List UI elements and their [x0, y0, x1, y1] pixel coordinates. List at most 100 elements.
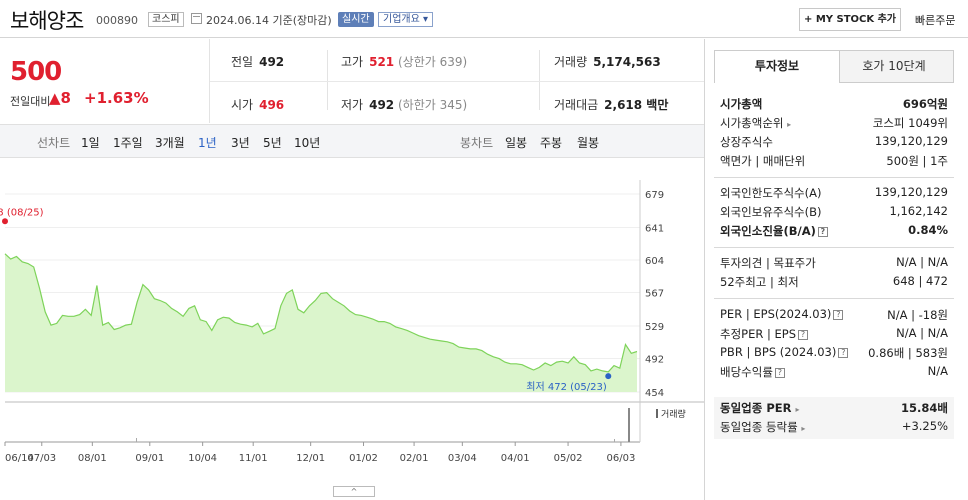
tab-period-1w[interactable]: 1주일 — [113, 136, 143, 150]
foreign-ratio-row: 외국인소진율(B/A)? 0.84% — [720, 223, 954, 241]
foreign-ratio-text: 외국인소진율(B/A) — [720, 224, 816, 238]
help-icon[interactable]: ? — [838, 347, 849, 358]
est-per-text: 추정PER | EPS — [720, 327, 797, 341]
y-tick-label: 492 — [645, 355, 664, 366]
opinion-row: 투자의견 | 목표주가 N/A | N/A — [720, 255, 954, 273]
chart-collapse-handle[interactable]: ^ — [333, 486, 375, 497]
tab-invest-info[interactable]: 투자정보 — [714, 50, 840, 83]
tab-period-3y[interactable]: 3년 — [231, 136, 250, 150]
tab-period-10y[interactable]: 10년 — [294, 136, 321, 150]
y-tick-label: 604 — [645, 256, 664, 267]
realtime-button[interactable]: 실시간 — [338, 12, 374, 27]
low-label: 저가 — [341, 98, 364, 112]
est-per-label: 추정PER | EPS? — [720, 326, 809, 342]
divider — [210, 81, 704, 82]
sector-change-label[interactable]: 동일업종 등락률 ▸ — [720, 419, 805, 435]
x-tick-label: 03/04 — [448, 453, 477, 464]
line-chart-label: 선차트 — [37, 136, 71, 150]
foreign-hold-row: 외국인보유주식수(B) 1,162,142 — [720, 204, 954, 222]
market-cap-rank-row: 시가총액순위 ▸ 코스피 1049위 — [720, 115, 954, 133]
y-tick-label: 641 — [645, 223, 664, 234]
divider — [539, 50, 540, 110]
quick-order-button[interactable]: 빠른주문 — [915, 14, 956, 27]
tab-daily-candle[interactable]: 일봉 — [505, 136, 528, 150]
investment-info-panel: 호가 10단계 투자정보 시가총액 696억원 시가총액순위 ▸ 코스피 1049위… — [706, 39, 968, 500]
low-price: 저가 492 (하한가 345) — [341, 96, 467, 113]
tab-monthly-candle[interactable]: 월봉 — [577, 136, 600, 150]
pbr-label: PBR | BPS (2024.03)? — [720, 345, 849, 359]
volume-bar — [136, 438, 137, 442]
stock-code: 000890 — [96, 14, 138, 27]
help-icon[interactable]: ? — [798, 329, 809, 340]
price-change: ▲8 — [49, 89, 71, 107]
week52-value: 648 | 472 — [892, 274, 948, 288]
pbr-row: PBR | BPS (2024.03)? 0.86배 | 583원 — [720, 345, 954, 363]
x-tick-label: 08/01 — [78, 453, 107, 464]
per-label: PER | EPS(2024.03)? — [720, 307, 844, 321]
help-icon[interactable]: ? — [833, 309, 844, 320]
tab-orderbook[interactable]: 호가 10단계 — [834, 50, 954, 83]
add-my-stock-button[interactable]: + MY STOCK 추가 — [799, 8, 901, 31]
divider — [714, 177, 954, 178]
foreign-limit-label: 외국인한도주식수(A) — [720, 186, 822, 200]
help-icon[interactable]: ? — [774, 367, 785, 378]
per-value: N/A | -18원 — [887, 308, 948, 322]
sector-change-row: 동일업종 등락률 ▸ +3.25% — [720, 419, 954, 437]
tab-period-1y[interactable]: 1년 — [198, 136, 217, 150]
arrow-right-icon: ▸ — [787, 120, 792, 129]
tab-period-3m[interactable]: 3개월 — [155, 136, 185, 150]
volume-legend-icon — [656, 409, 658, 418]
market-cap-row: 시가총액 696억원 — [720, 96, 954, 114]
current-price-box: 500 전일대비 ▲8 +1.63% — [0, 39, 210, 123]
price-area — [5, 253, 637, 392]
overview-label: 기업개요 — [383, 14, 420, 25]
high-value: 521 — [369, 55, 395, 69]
chevron-up-icon: ^ — [350, 487, 358, 496]
foreign-ratio-value: 0.84% — [908, 223, 948, 237]
divider — [714, 298, 954, 299]
current-price: 500 — [10, 57, 62, 87]
company-overview-dropdown[interactable]: 기업개요 ▾ — [378, 12, 434, 27]
volume-label: 거래량 — [554, 55, 588, 69]
week52-row: 52주최고 | 최저 648 | 472 — [720, 274, 954, 292]
market-cap-rank-value: 코스피 1049위 — [872, 116, 948, 130]
open-label: 시가 — [231, 98, 254, 112]
est-per-row: 추정PER | EPS? N/A | N/A — [720, 326, 954, 344]
base-date: 2024.06.14 기준(장마감) — [206, 14, 332, 27]
sector-change-text: 동일업종 등락률 — [720, 420, 798, 434]
high-price: 고가 521 (상한가 639) — [341, 53, 467, 70]
sector-info-box — [714, 397, 954, 439]
foreign-ratio-label: 외국인소진율(B/A)? — [720, 223, 828, 239]
min-annotation: 최저 472 (05/23) — [526, 381, 607, 393]
x-tick-label: 06/03 — [606, 453, 635, 464]
open-value: 496 — [259, 98, 285, 112]
arrow-right-icon: ▸ — [795, 405, 800, 414]
tab-period-1d[interactable]: 1일 — [81, 136, 100, 150]
x-tick-label: 12/01 — [296, 453, 325, 464]
tab-weekly-candle[interactable]: 주봉 — [540, 136, 563, 150]
low-value: 492 — [369, 98, 395, 112]
max-point — [2, 218, 8, 225]
x-tick-label: 10/04 — [188, 453, 217, 464]
foreign-limit-row: 외국인한도주식수(A) 139,120,129 — [720, 185, 954, 203]
market-cap-rank-label[interactable]: 시가총액순위 ▸ — [720, 115, 791, 131]
amount-label: 거래대금 — [554, 98, 599, 112]
x-tick-label: 04/01 — [501, 453, 530, 464]
pbr-text: PBR | BPS (2024.03) — [720, 345, 837, 359]
price-chart[interactable]: 679 641 604 567 529 492 454 최고 648 (08/25) 최저 … — [0, 180, 704, 486]
prev-close-value: 492 — [259, 55, 285, 69]
market-cap-value: 696억원 — [902, 97, 948, 111]
company-name: 보해양조 — [10, 9, 84, 33]
tab-period-5y[interactable]: 5년 — [263, 136, 282, 150]
sector-per-text: 동일업종 PER — [720, 401, 792, 415]
sector-per-label[interactable]: 동일업종 PER ▸ — [720, 400, 800, 416]
chart-tab-bar: 선차트 1일 1주일 3개월 1년 3년 5년 10년 봉차트 일봉 주봉 월봉 — [0, 124, 704, 158]
help-icon[interactable]: ? — [817, 226, 828, 237]
change-label: 전일대비 — [10, 95, 51, 108]
dividend-text: 배당수익률 — [720, 365, 773, 379]
lower-limit: (하한가 345) — [397, 98, 468, 112]
sector-per-row: 동일업종 PER ▸ 15.84배 — [720, 400, 954, 418]
pbr-value: 0.86배 | 583원 — [868, 346, 948, 360]
face-row: 액면가 | 매매단위 500원 | 1주 — [720, 153, 954, 171]
opinion-label: 투자의견 | 목표주가 — [720, 256, 816, 270]
